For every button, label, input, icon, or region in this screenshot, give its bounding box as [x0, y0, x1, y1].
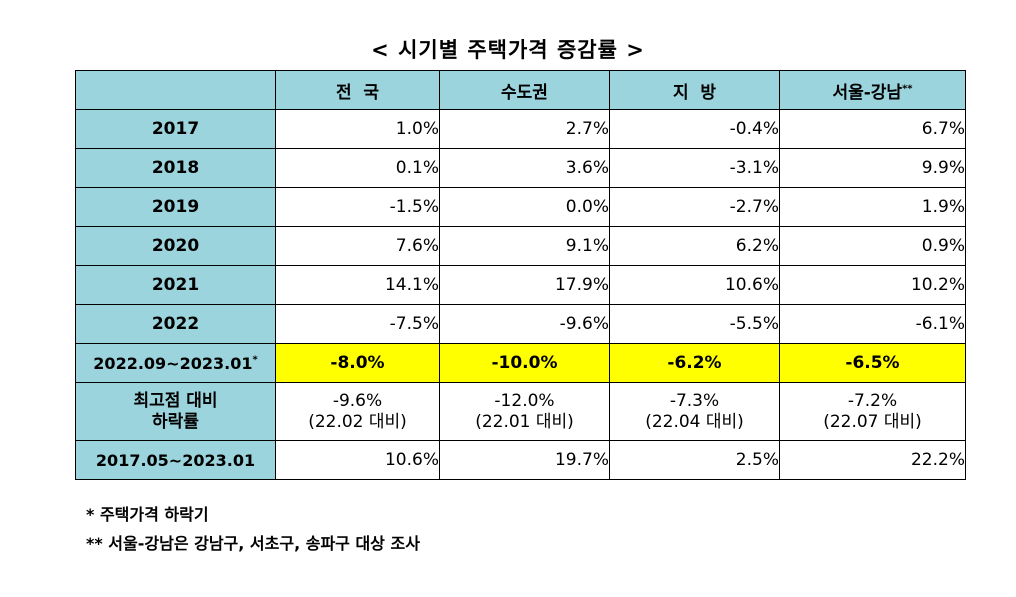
- cell-value: -7.5%: [275, 304, 440, 344]
- cell-value: -3.1%: [609, 148, 780, 188]
- cumulative-row: 2017.05~2023.01 10.6% 19.7% 2.5% 22.2%: [75, 440, 966, 480]
- cell-value: -2.7%: [609, 187, 780, 227]
- header-provinces: 지 방: [609, 70, 780, 110]
- table-row: 2021 14.1% 17.9% 10.6% 10.2%: [75, 265, 966, 305]
- row-label: 2022: [75, 304, 276, 344]
- peak-pct: -7.3%: [669, 390, 720, 411]
- cell-value: 1.0%: [275, 109, 440, 149]
- row-label: 2017: [75, 109, 276, 149]
- cell-value: 0.9%: [779, 226, 966, 266]
- cell-value-peak: -12.0% (22.01 대비): [439, 382, 610, 441]
- cell-value: -0.4%: [609, 109, 780, 149]
- cell-value: 7.6%: [275, 226, 440, 266]
- table-row: 2018 0.1% 3.6% -3.1% 9.9%: [75, 148, 966, 188]
- table-title: < 시기별 주택가격 증감률 >: [371, 38, 645, 62]
- row-label: 2021: [75, 265, 276, 305]
- peak-ref: (22.04 대비): [645, 411, 744, 432]
- row-label-cumulative: 2017.05~2023.01: [75, 440, 276, 480]
- cell-value: 19.7%: [439, 440, 610, 480]
- footnote-downturn: * 주택가격 하락기: [86, 505, 209, 524]
- cell-value: 0.1%: [275, 148, 440, 188]
- cell-value: -5.5%: [609, 304, 780, 344]
- cell-value: -9.6%: [439, 304, 610, 344]
- peak-pct: -9.6%: [332, 390, 383, 411]
- row-label: 2018: [75, 148, 276, 188]
- peak-ref: (22.02 대비): [308, 411, 407, 432]
- peak-pct: -12.0%: [494, 390, 555, 411]
- cell-value: 9.9%: [779, 148, 966, 188]
- cell-value: 1.9%: [779, 187, 966, 227]
- cell-value: 22.2%: [779, 440, 966, 480]
- cell-value: 2.5%: [609, 440, 780, 480]
- table-row: 2020 7.6% 9.1% 6.2% 0.9%: [75, 226, 966, 266]
- cell-value: 10.6%: [609, 265, 780, 305]
- row-label-downturn: 2022.09~2023.01*: [75, 343, 276, 383]
- cell-value: 10.6%: [275, 440, 440, 480]
- row-label-downturn-text: 2022.09~2023.01: [93, 353, 253, 373]
- cell-value: -1.5%: [275, 187, 440, 227]
- header-footnote-mark: **: [902, 82, 913, 94]
- cell-value-peak: -9.6% (22.02 대비): [275, 382, 440, 441]
- footnote-gangnam: ** 서울-강남은 강남구, 서초구, 송파구 대상 조사: [86, 534, 420, 553]
- row-label: 2020: [75, 226, 276, 266]
- header-row: 전 국 수도권 지 방 서울-강남**: [75, 70, 966, 110]
- peak-ref: (22.07 대비): [823, 411, 922, 432]
- cell-value-peak: -7.2% (22.07 대비): [779, 382, 966, 441]
- header-capital-area: 수도권: [439, 70, 610, 110]
- header-nationwide: 전 국: [275, 70, 440, 110]
- cell-value: 9.1%: [439, 226, 610, 266]
- cell-value: 14.1%: [275, 265, 440, 305]
- cell-value-highlight: -6.5%: [779, 343, 966, 383]
- cell-value: -6.1%: [779, 304, 966, 344]
- cell-value-peak: -7.3% (22.04 대비): [609, 382, 780, 441]
- table-row: 2019 -1.5% 0.0% -2.7% 1.9%: [75, 187, 966, 227]
- cell-value: 2.7%: [439, 109, 610, 149]
- cell-value-highlight: -10.0%: [439, 343, 610, 383]
- row-label-line2: 하락률: [152, 411, 199, 432]
- header-seoul-gangnam-label: 서울-강남: [832, 82, 903, 103]
- price-change-table: 전 국 수도권 지 방 서울-강남** 2017 1.0% 2.7% -0.4%…: [75, 70, 966, 480]
- peak-decline-row: 최고점 대비 하락률 -9.6% (22.02 대비) -12.0% (22.0…: [75, 382, 966, 441]
- row-label-peak-decline: 최고점 대비 하락률: [75, 382, 276, 441]
- cell-value: 0.0%: [439, 187, 610, 227]
- downturn-footnote-mark: *: [252, 354, 258, 366]
- cell-value: 6.7%: [779, 109, 966, 149]
- header-seoul-gangnam: 서울-강남**: [779, 70, 966, 110]
- cell-value: 6.2%: [609, 226, 780, 266]
- highlight-row: 2022.09~2023.01* -8.0% -10.0% -6.2% -6.5…: [75, 343, 966, 383]
- cell-value: 17.9%: [439, 265, 610, 305]
- table-row: 2022 -7.5% -9.6% -5.5% -6.1%: [75, 304, 966, 344]
- row-label: 2019: [75, 187, 276, 227]
- footnotes: * 주택가격 하락기 ** 서울-강남은 강남구, 서초구, 송파구 대상 조사: [86, 500, 420, 558]
- peak-pct: -7.2%: [847, 390, 898, 411]
- cell-value: 10.2%: [779, 265, 966, 305]
- table-row: 2017 1.0% 2.7% -0.4% 6.7%: [75, 109, 966, 149]
- peak-ref: (22.01 대비): [475, 411, 574, 432]
- cell-value: 3.6%: [439, 148, 610, 188]
- cell-value-highlight: -6.2%: [609, 343, 780, 383]
- row-label-line1: 최고점 대비: [133, 390, 218, 411]
- cell-value-highlight: -8.0%: [275, 343, 440, 383]
- header-blank: [75, 70, 276, 110]
